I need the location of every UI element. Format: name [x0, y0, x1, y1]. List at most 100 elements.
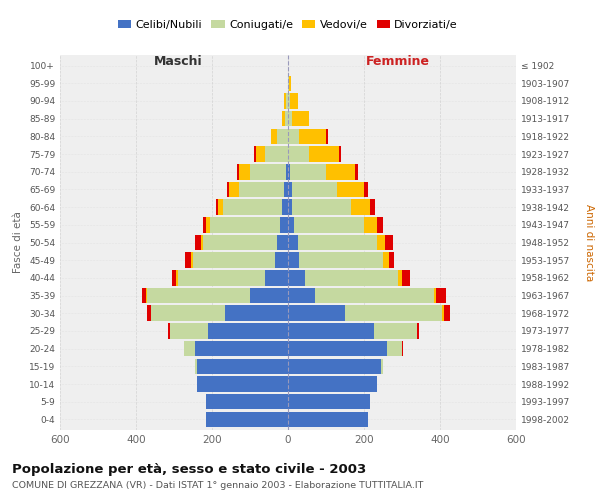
Bar [239, 182, 284, 197]
Bar [340, 146, 341, 162]
Bar [227, 182, 229, 197]
Bar [254, 146, 256, 162]
Bar [309, 146, 340, 162]
Bar [195, 358, 197, 374]
Bar [389, 252, 394, 268]
Bar [200, 234, 203, 250]
Bar [377, 217, 383, 232]
Bar [203, 217, 206, 232]
Bar [265, 146, 288, 162]
Bar [299, 252, 383, 268]
Bar [288, 200, 292, 215]
Bar [271, 128, 277, 144]
Y-axis label: Fasce di età: Fasce di età [13, 212, 23, 274]
Bar [206, 394, 288, 409]
Bar [288, 164, 290, 180]
Bar [195, 234, 200, 250]
Bar [176, 270, 178, 285]
Bar [288, 93, 290, 109]
Bar [223, 200, 283, 215]
Bar [265, 270, 288, 285]
Bar [377, 234, 385, 250]
Bar [284, 93, 286, 109]
Bar [191, 252, 193, 268]
Bar [290, 93, 298, 109]
Bar [398, 270, 402, 285]
Bar [288, 111, 292, 126]
Bar [282, 111, 285, 126]
Bar [277, 128, 288, 144]
Bar [288, 341, 387, 356]
Bar [444, 306, 449, 321]
Bar [370, 200, 376, 215]
Y-axis label: Anni di nascita: Anni di nascita [584, 204, 594, 281]
Bar [292, 182, 337, 197]
Bar [236, 164, 239, 180]
Bar [383, 252, 389, 268]
Bar [277, 234, 288, 250]
Bar [226, 306, 288, 321]
Bar [206, 412, 288, 427]
Bar [345, 306, 442, 321]
Bar [256, 146, 265, 162]
Bar [288, 412, 368, 427]
Bar [148, 306, 151, 321]
Bar [292, 200, 350, 215]
Bar [417, 323, 419, 338]
Bar [286, 93, 288, 109]
Bar [148, 288, 250, 304]
Bar [288, 234, 298, 250]
Bar [193, 252, 275, 268]
Bar [170, 323, 208, 338]
Text: COMUNE DI GREZZANA (VR) - Dati ISTAT 1° gennaio 2003 - Elaborazione TUTTITALIA.I: COMUNE DI GREZZANA (VR) - Dati ISTAT 1° … [12, 481, 424, 490]
Bar [385, 234, 392, 250]
Bar [142, 288, 146, 304]
Bar [294, 217, 364, 232]
Bar [288, 376, 377, 392]
Bar [288, 323, 373, 338]
Bar [197, 358, 288, 374]
Bar [203, 234, 277, 250]
Bar [229, 182, 239, 197]
Bar [172, 270, 176, 285]
Bar [195, 341, 288, 356]
Bar [288, 288, 314, 304]
Bar [178, 270, 265, 285]
Bar [288, 270, 305, 285]
Bar [298, 234, 377, 250]
Text: Maschi: Maschi [154, 55, 202, 68]
Bar [206, 217, 210, 232]
Bar [402, 341, 403, 356]
Bar [387, 341, 402, 356]
Bar [184, 341, 195, 356]
Bar [314, 288, 434, 304]
Bar [288, 76, 289, 91]
Bar [381, 358, 383, 374]
Bar [168, 323, 170, 338]
Bar [434, 288, 436, 304]
Bar [280, 217, 288, 232]
Bar [288, 146, 309, 162]
Bar [337, 182, 364, 197]
Bar [288, 217, 294, 232]
Bar [288, 306, 345, 321]
Bar [275, 252, 288, 268]
Bar [402, 270, 410, 285]
Bar [286, 164, 288, 180]
Bar [250, 164, 286, 180]
Bar [216, 200, 218, 215]
Bar [350, 200, 370, 215]
Bar [364, 217, 377, 232]
Bar [283, 200, 288, 215]
Bar [299, 128, 326, 144]
Text: Popolazione per età, sesso e stato civile - 2003: Popolazione per età, sesso e stato civil… [12, 462, 366, 475]
Bar [326, 128, 328, 144]
Bar [185, 252, 191, 268]
Bar [151, 306, 226, 321]
Bar [436, 288, 446, 304]
Bar [289, 76, 290, 91]
Bar [355, 164, 358, 180]
Bar [442, 306, 444, 321]
Bar [288, 394, 370, 409]
Bar [250, 288, 288, 304]
